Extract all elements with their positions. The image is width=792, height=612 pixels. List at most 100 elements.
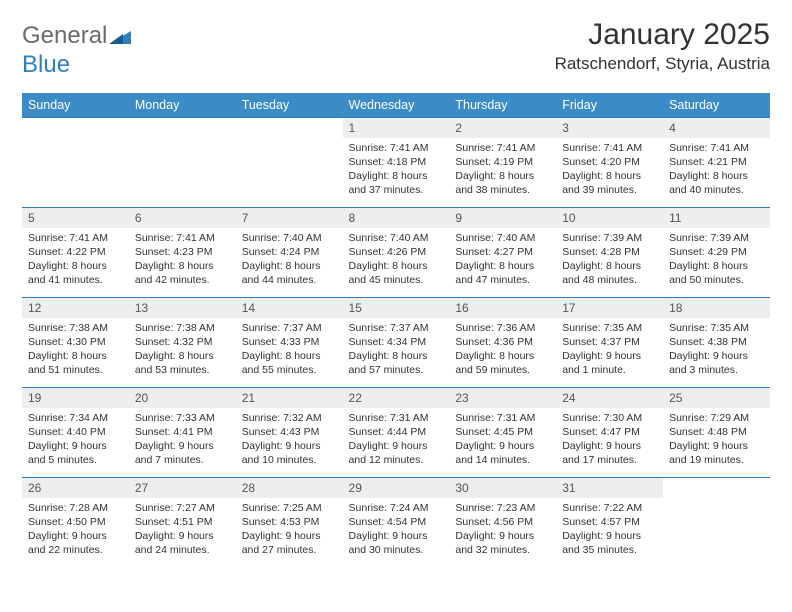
- day-content: Sunrise: 7:41 AMSunset: 4:19 PMDaylight:…: [449, 138, 556, 204]
- day-content: Sunrise: 7:34 AMSunset: 4:40 PMDaylight:…: [22, 408, 129, 474]
- day-line: Sunset: 4:20 PM: [562, 155, 657, 169]
- calendar-cell: 6Sunrise: 7:41 AMSunset: 4:23 PMDaylight…: [129, 207, 236, 297]
- day-number: 21: [236, 388, 343, 408]
- day-line: and 3 minutes.: [669, 363, 764, 377]
- day-number: 23: [449, 388, 556, 408]
- day-line: Daylight: 9 hours: [669, 439, 764, 453]
- day-line: Daylight: 8 hours: [669, 169, 764, 183]
- calendar-cell: 20Sunrise: 7:33 AMSunset: 4:41 PMDayligh…: [129, 387, 236, 477]
- calendar-cell: 3Sunrise: 7:41 AMSunset: 4:20 PMDaylight…: [556, 117, 663, 207]
- day-content: Sunrise: 7:31 AMSunset: 4:44 PMDaylight:…: [343, 408, 450, 474]
- day-number: 29: [343, 478, 450, 498]
- day-line: Sunset: 4:36 PM: [455, 335, 550, 349]
- day-number: 25: [663, 388, 770, 408]
- day-line: Sunrise: 7:34 AM: [28, 411, 123, 425]
- day-line: Sunrise: 7:41 AM: [669, 141, 764, 155]
- day-line: and 32 minutes.: [455, 543, 550, 557]
- day-line: Sunset: 4:27 PM: [455, 245, 550, 259]
- day-line: Sunset: 4:54 PM: [349, 515, 444, 529]
- calendar-cell: 26Sunrise: 7:28 AMSunset: 4:50 PMDayligh…: [22, 477, 129, 567]
- day-line: Daylight: 8 hours: [349, 259, 444, 273]
- day-line: Sunrise: 7:30 AM: [562, 411, 657, 425]
- day-line: and 39 minutes.: [562, 183, 657, 197]
- day-content: Sunrise: 7:22 AMSunset: 4:57 PMDaylight:…: [556, 498, 663, 564]
- day-number: 13: [129, 298, 236, 318]
- logo-text-blue: Blue: [22, 51, 70, 78]
- calendar-body: 1Sunrise: 7:41 AMSunset: 4:18 PMDaylight…: [22, 117, 770, 567]
- day-line: Sunset: 4:30 PM: [28, 335, 123, 349]
- day-line: and 5 minutes.: [28, 453, 123, 467]
- day-line: Sunrise: 7:33 AM: [135, 411, 230, 425]
- day-line: Sunrise: 7:38 AM: [28, 321, 123, 335]
- day-number: 27: [129, 478, 236, 498]
- day-content: Sunrise: 7:41 AMSunset: 4:20 PMDaylight:…: [556, 138, 663, 204]
- day-number: 6: [129, 208, 236, 228]
- logo: General Blue: [22, 22, 131, 79]
- day-content: Sunrise: 7:29 AMSunset: 4:48 PMDaylight:…: [663, 408, 770, 474]
- calendar-cell: 17Sunrise: 7:35 AMSunset: 4:37 PMDayligh…: [556, 297, 663, 387]
- day-number: 3: [556, 118, 663, 138]
- weekday-header: Saturday: [663, 93, 770, 118]
- day-line: Sunset: 4:34 PM: [349, 335, 444, 349]
- day-line: Daylight: 9 hours: [562, 529, 657, 543]
- day-line: Daylight: 9 hours: [135, 529, 230, 543]
- day-line: and 12 minutes.: [349, 453, 444, 467]
- day-line: Sunrise: 7:29 AM: [669, 411, 764, 425]
- day-line: and 1 minute.: [562, 363, 657, 377]
- day-line: Daylight: 8 hours: [28, 349, 123, 363]
- day-line: and 40 minutes.: [669, 183, 764, 197]
- calendar-cell: [236, 117, 343, 207]
- calendar-week-row: 5Sunrise: 7:41 AMSunset: 4:22 PMDaylight…: [22, 207, 770, 297]
- day-line: Sunset: 4:47 PM: [562, 425, 657, 439]
- day-line: Sunset: 4:41 PM: [135, 425, 230, 439]
- day-line: Sunset: 4:48 PM: [669, 425, 764, 439]
- day-content: Sunrise: 7:24 AMSunset: 4:54 PMDaylight:…: [343, 498, 450, 564]
- day-content: Sunrise: 7:36 AMSunset: 4:36 PMDaylight:…: [449, 318, 556, 384]
- day-line: Daylight: 8 hours: [242, 349, 337, 363]
- calendar-cell: 22Sunrise: 7:31 AMSunset: 4:44 PMDayligh…: [343, 387, 450, 477]
- day-line: Sunset: 4:44 PM: [349, 425, 444, 439]
- calendar-cell: 15Sunrise: 7:37 AMSunset: 4:34 PMDayligh…: [343, 297, 450, 387]
- calendar-week-row: 1Sunrise: 7:41 AMSunset: 4:18 PMDaylight…: [22, 117, 770, 207]
- day-line: Daylight: 8 hours: [135, 349, 230, 363]
- day-line: Sunset: 4:53 PM: [242, 515, 337, 529]
- day-line: Daylight: 9 hours: [242, 529, 337, 543]
- day-content: Sunrise: 7:32 AMSunset: 4:43 PMDaylight:…: [236, 408, 343, 474]
- day-line: Sunset: 4:21 PM: [669, 155, 764, 169]
- day-line: Daylight: 9 hours: [28, 439, 123, 453]
- day-number: 9: [449, 208, 556, 228]
- day-number: 28: [236, 478, 343, 498]
- day-line: and 44 minutes.: [242, 273, 337, 287]
- calendar-cell: 11Sunrise: 7:39 AMSunset: 4:29 PMDayligh…: [663, 207, 770, 297]
- day-line: and 53 minutes.: [135, 363, 230, 377]
- day-line: Sunrise: 7:41 AM: [349, 141, 444, 155]
- day-content: Sunrise: 7:33 AMSunset: 4:41 PMDaylight:…: [129, 408, 236, 474]
- calendar-cell: 31Sunrise: 7:22 AMSunset: 4:57 PMDayligh…: [556, 477, 663, 567]
- day-line: Sunset: 4:56 PM: [455, 515, 550, 529]
- day-line: and 17 minutes.: [562, 453, 657, 467]
- day-line: Sunset: 4:19 PM: [455, 155, 550, 169]
- day-line: Daylight: 9 hours: [455, 439, 550, 453]
- calendar-cell: 25Sunrise: 7:29 AMSunset: 4:48 PMDayligh…: [663, 387, 770, 477]
- day-line: Daylight: 9 hours: [562, 439, 657, 453]
- day-line: and 27 minutes.: [242, 543, 337, 557]
- day-content: Sunrise: 7:38 AMSunset: 4:30 PMDaylight:…: [22, 318, 129, 384]
- day-line: Sunset: 4:37 PM: [562, 335, 657, 349]
- day-number: 10: [556, 208, 663, 228]
- day-content: Sunrise: 7:41 AMSunset: 4:18 PMDaylight:…: [343, 138, 450, 204]
- day-line: Daylight: 9 hours: [28, 529, 123, 543]
- day-number: 11: [663, 208, 770, 228]
- day-content: Sunrise: 7:37 AMSunset: 4:33 PMDaylight:…: [236, 318, 343, 384]
- calendar-cell: 19Sunrise: 7:34 AMSunset: 4:40 PMDayligh…: [22, 387, 129, 477]
- day-content: Sunrise: 7:28 AMSunset: 4:50 PMDaylight:…: [22, 498, 129, 564]
- day-line: and 24 minutes.: [135, 543, 230, 557]
- day-line: and 7 minutes.: [135, 453, 230, 467]
- day-line: Daylight: 8 hours: [28, 259, 123, 273]
- day-number: 16: [449, 298, 556, 318]
- day-line: Daylight: 9 hours: [135, 439, 230, 453]
- day-line: and 55 minutes.: [242, 363, 337, 377]
- day-line: and 45 minutes.: [349, 273, 444, 287]
- day-line: and 59 minutes.: [455, 363, 550, 377]
- day-line: Sunset: 4:26 PM: [349, 245, 444, 259]
- day-line: and 57 minutes.: [349, 363, 444, 377]
